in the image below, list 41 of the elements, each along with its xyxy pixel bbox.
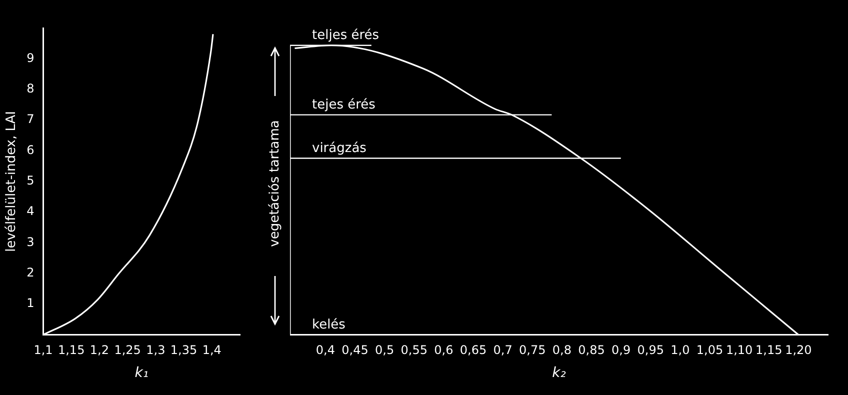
y-tick-label: 5	[26, 174, 34, 188]
y-axis-title: levélfelület-index, LAI	[4, 110, 20, 252]
annotation: kelés	[312, 318, 346, 333]
ref-line-label: teljes érés	[312, 28, 380, 44]
y-axis-title: vegetációs tartama	[268, 119, 282, 249]
x-tick-label: 0,85	[578, 343, 605, 358]
x-tick-label: 0,4	[316, 343, 336, 358]
x-tick-label: 0,45	[342, 343, 368, 358]
y-tick-label: 8	[26, 81, 34, 96]
x-tick-label: 1,1	[34, 343, 53, 358]
x-tick-label: 1,0	[670, 343, 690, 358]
x-tick-label: 1,15	[756, 343, 782, 358]
y-tick-label: 4	[26, 204, 34, 218]
x-tick-label: 1,20	[785, 343, 812, 358]
y-tick-label: 7	[26, 112, 34, 126]
x-tick-label: 0,6	[434, 343, 454, 358]
x-tick-label: 1,10	[726, 343, 753, 358]
ref-line-label: virágzás	[312, 141, 367, 156]
x-tick-label: 0,8	[552, 343, 572, 358]
y-tick-label: 9	[26, 50, 34, 65]
x-tick-label: 1,15	[58, 343, 85, 358]
x-tick-label: 1,4	[202, 343, 222, 358]
x-tick-label: 0,95	[637, 343, 664, 358]
x-tick-label: 1,05	[696, 343, 724, 358]
x-tick-label: 0,65	[460, 343, 487, 358]
y-tick-label: 3	[26, 234, 34, 249]
x-tick-label: 0,55	[400, 343, 428, 358]
x-tick-label: 1,25	[114, 343, 141, 358]
x-axis-title: k₂	[552, 365, 566, 382]
y-tick-label: 1	[26, 296, 34, 310]
x-tick-label: 1,3	[146, 343, 166, 358]
x-tick-label: 1,2	[90, 343, 109, 358]
ref-line-label: tejes érés	[312, 98, 376, 113]
x-tick-label: 0,5	[375, 343, 394, 358]
y-tick-label: 2	[26, 266, 34, 280]
x-tick-label: 0,9	[612, 343, 631, 358]
x-axis-title: k₁	[134, 365, 148, 382]
x-tick-label: 0,7	[493, 343, 512, 358]
x-tick-label: 0,75	[519, 343, 546, 358]
x-tick-label: 1,35	[170, 343, 198, 358]
y-tick-label: 6	[26, 142, 34, 157]
